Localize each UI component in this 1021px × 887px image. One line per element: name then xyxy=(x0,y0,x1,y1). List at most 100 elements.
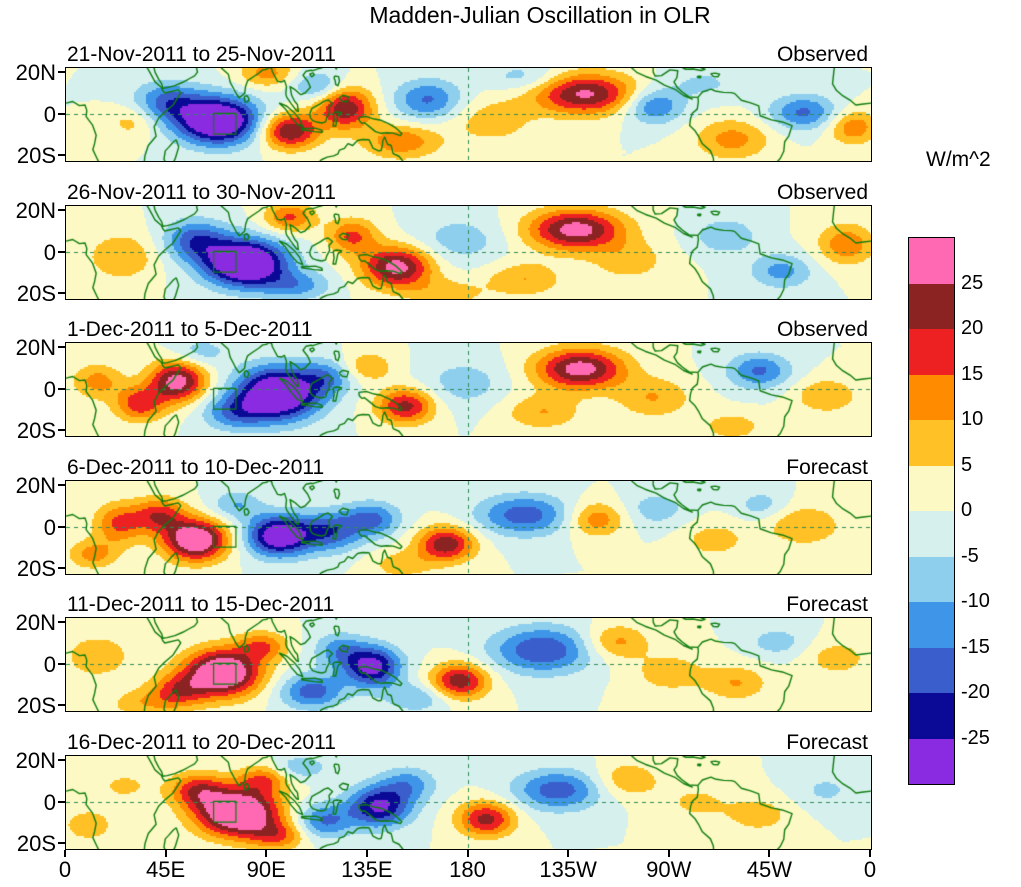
map-canvas xyxy=(65,67,872,162)
y-axis-tick xyxy=(58,525,65,528)
colorbar-tick-label: 5 xyxy=(961,453,973,476)
colorbar-tick-label: 0 xyxy=(961,499,973,521)
colorbar-cell xyxy=(909,238,954,284)
colorbar-tick-label: -15 xyxy=(961,635,990,658)
panel-date-range: 11-Dec-2011 to 15-Dec-2011 xyxy=(67,593,335,616)
y-axis-tick xyxy=(58,250,65,253)
colorbar-tick-label: 25 xyxy=(961,271,984,294)
map-canvas xyxy=(65,755,872,850)
panel-date-range: 21-Nov-2011 to 25-Nov-2011 xyxy=(67,43,336,66)
x-axis-tick-label: 0 xyxy=(58,857,72,882)
y-axis-tick-label: 20N xyxy=(15,60,56,86)
panel-header: 1-Dec-2011 to 5-Dec-2011 Observed xyxy=(65,316,870,342)
x-axis-tick-label: 45W xyxy=(746,857,792,882)
y-axis-tick-label: 20N xyxy=(15,335,56,361)
x-axis-tick-label: 0 xyxy=(863,857,877,882)
colorbar-cell xyxy=(909,647,954,693)
x-axis-tick xyxy=(64,850,66,857)
map-panel-2: 26-Nov-2011 to 30-Nov-2011 Observed xyxy=(65,179,872,300)
panel-header: 21-Nov-2011 to 25-Nov-2011 Observed xyxy=(65,41,870,67)
y-axis-tick xyxy=(58,566,65,569)
y-axis-tick-label: 0 xyxy=(43,514,56,540)
y-axis-tick xyxy=(58,484,65,487)
x-axis-tick-label: 135E xyxy=(341,857,393,882)
colorbar-cell xyxy=(909,738,954,784)
x-axis-tick xyxy=(466,850,469,857)
x-axis-tick-label: 135W xyxy=(539,857,597,882)
colorbar-cell xyxy=(909,602,954,648)
colorbar-tick-label: -20 xyxy=(961,681,990,703)
panel-date-range: 26-Nov-2011 to 30-Nov-2011 xyxy=(67,181,336,204)
y-axis-tick xyxy=(58,841,65,844)
y-axis-tick xyxy=(58,71,65,74)
map-canvas xyxy=(65,342,872,437)
panel-type-label: Observed xyxy=(776,181,868,204)
colorbar xyxy=(908,237,955,785)
colorbar-tick-label: -10 xyxy=(961,590,990,612)
map-panel-1: 21-Nov-2011 to 25-Nov-2011 Observed xyxy=(65,41,872,162)
x-axis-tick xyxy=(365,850,368,857)
y-axis-tick-label: 20N xyxy=(15,198,56,224)
x-axis-tick xyxy=(164,850,167,857)
y-axis-tick xyxy=(58,291,65,294)
panel-type-label: Observed xyxy=(776,43,868,66)
y-axis-tick-label: 20S xyxy=(16,417,56,443)
y-axis-tick-label: 0 xyxy=(43,376,56,402)
colorbar-cell xyxy=(909,465,954,511)
panel-type-label: Forecast xyxy=(786,593,868,616)
y-axis-tick-label: 0 xyxy=(43,239,56,265)
colorbar-tick-labels: 25 20 15 10 5 0 -5 -10 -15 -20 -25 xyxy=(961,237,1017,783)
colorbar-cell xyxy=(909,511,954,557)
y-axis-tick xyxy=(58,800,65,803)
map-canvas xyxy=(65,480,872,575)
panel-date-range: 1-Dec-2011 to 5-Dec-2011 xyxy=(67,318,313,341)
map-canvas xyxy=(65,617,872,712)
x-axis-tick-label: 45E xyxy=(146,857,186,882)
y-axis-tick-label: 20S xyxy=(16,280,56,306)
panel-header: 16-Dec-2011 to 20-Dec-2011 Forecast xyxy=(65,729,870,755)
y-axis-tick xyxy=(58,112,65,115)
y-axis-tick xyxy=(58,387,65,390)
y-axis-tick xyxy=(58,346,65,349)
y-axis-tick xyxy=(58,662,65,665)
y-axis-tick-label: 0 xyxy=(43,651,56,677)
colorbar-unit-label: W/m^2 xyxy=(926,148,991,171)
x-axis-tick xyxy=(567,850,570,857)
x-axis-tick xyxy=(667,850,670,857)
panel-type-label: Observed xyxy=(776,318,868,341)
y-axis-tick-label: 20S xyxy=(16,830,56,856)
panel-header: 26-Nov-2011 to 30-Nov-2011 Observed xyxy=(65,179,870,205)
colorbar-cell xyxy=(909,374,954,420)
map-panel-4: 6-Dec-2011 to 10-Dec-2011 Forecast xyxy=(65,454,872,575)
colorbar-cell xyxy=(909,420,954,466)
panel-date-range: 16-Dec-2011 to 20-Dec-2011 xyxy=(67,731,336,754)
panel-type-label: Forecast xyxy=(786,456,868,479)
y-axis-tick-label: 20N xyxy=(15,748,56,774)
map-panel-5: 11-Dec-2011 to 15-Dec-2011 Forecast xyxy=(65,591,872,712)
x-axis-tick-label: 180 xyxy=(449,857,486,882)
map-canvas xyxy=(65,205,872,300)
y-axis-tick xyxy=(58,759,65,762)
panel-header: 6-Dec-2011 to 10-Dec-2011 Forecast xyxy=(65,454,870,480)
y-axis-tick xyxy=(58,621,65,624)
colorbar-tick-label: 20 xyxy=(961,317,984,339)
x-axis-tick xyxy=(869,850,871,857)
x-axis-tick-label: 90E xyxy=(246,857,286,882)
colorbar-cell xyxy=(909,556,954,602)
colorbar-cell xyxy=(909,329,954,375)
x-axis-tick xyxy=(265,850,268,857)
colorbar-cell xyxy=(909,693,954,739)
map-panel-6: 16-Dec-2011 to 20-Dec-2011 Forecast xyxy=(65,729,872,850)
colorbar-tick-label: 10 xyxy=(961,408,984,430)
y-axis-tick-label: 0 xyxy=(43,101,56,127)
colorbar-cell xyxy=(909,283,954,329)
colorbar-tick-label: -25 xyxy=(961,726,990,749)
y-axis-tick xyxy=(58,428,65,431)
y-axis-tick-label: 20N xyxy=(15,610,56,636)
colorbar-tick-label: -5 xyxy=(961,544,979,567)
x-axis-tick xyxy=(768,850,771,857)
y-axis-tick-label: 20S xyxy=(16,692,56,718)
y-axis-tick-label: 20S xyxy=(16,555,56,581)
figure-title: Madden-Julian Oscillation in OLR xyxy=(369,2,711,28)
